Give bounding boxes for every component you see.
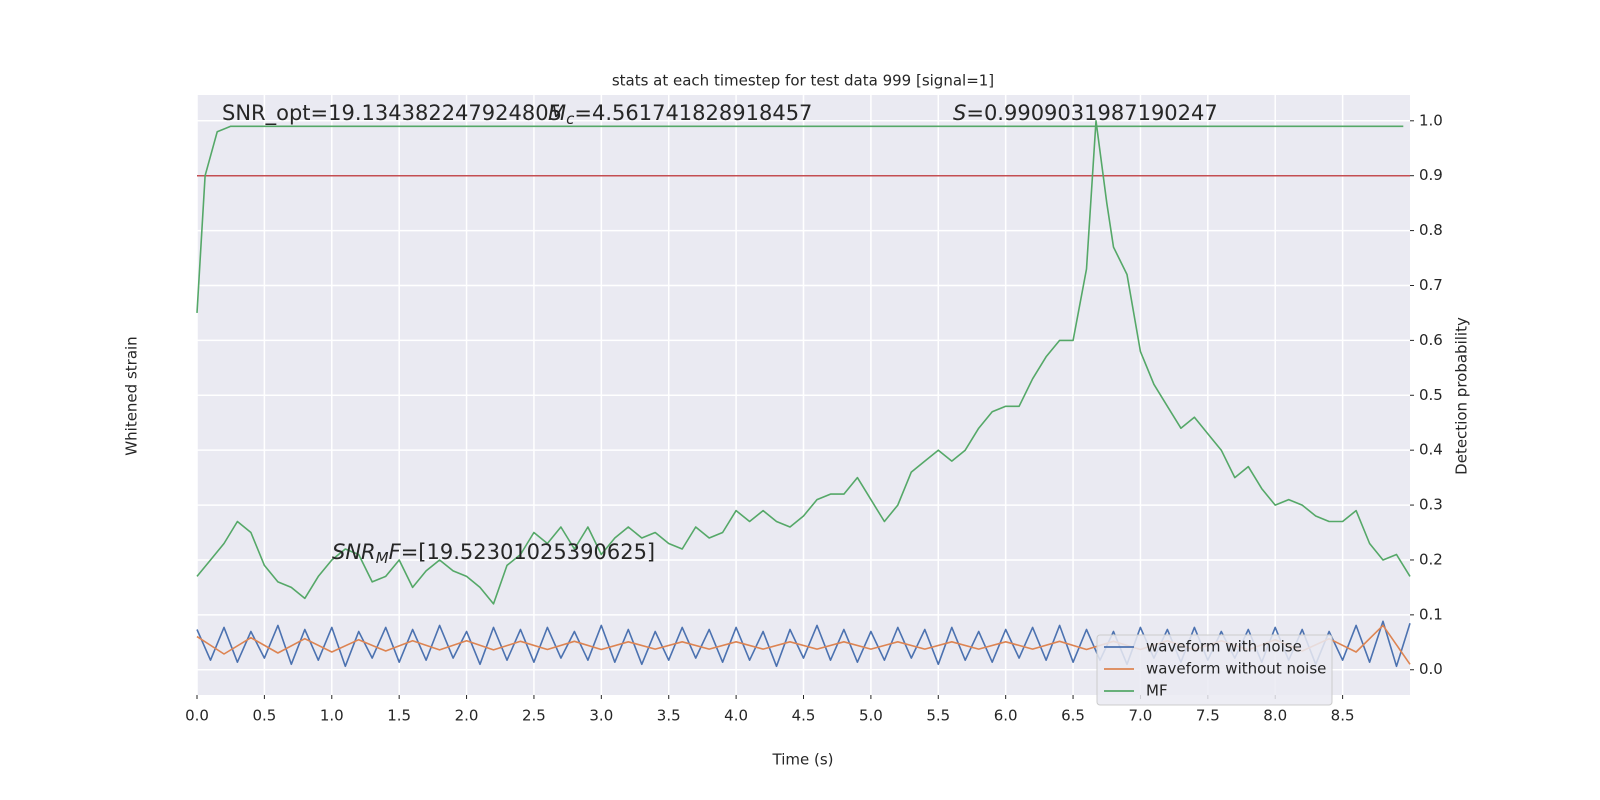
legend-box — [1096, 634, 1333, 706]
x-tick-label: 0.5 — [252, 707, 276, 725]
x-tick-label: 5.0 — [859, 707, 883, 725]
y2-tick-label: 0.9 — [1419, 166, 1443, 184]
x-tick-label: 2.0 — [455, 707, 479, 725]
annotation: S=0.9909031987190247 — [953, 101, 1218, 125]
x-tick-label: 3.5 — [657, 707, 681, 725]
annotation: SNR_opt=19.134382247924805 — [222, 101, 562, 126]
y2-tick-label: 0.4 — [1419, 441, 1443, 459]
annotation-text: =4.561741828918457 — [574, 101, 812, 125]
x-tick-label: 4.0 — [724, 707, 748, 725]
annotation-sub: M — [376, 549, 389, 567]
y2-tick-label: 0.7 — [1419, 276, 1443, 294]
series-line — [196, 125, 1404, 313]
x-tick-label: 0.0 — [185, 707, 209, 725]
annotation-text: =[19.52301025390625] — [401, 540, 655, 564]
series-line — [196, 120, 1411, 605]
y2-tick-label: 0.8 — [1419, 221, 1443, 239]
y2-tick-label: 0.2 — [1419, 550, 1443, 568]
y2-tick-label: 0.5 — [1419, 386, 1443, 404]
x-tick-label: 4.5 — [792, 707, 816, 725]
x-tick-label: 1.5 — [387, 707, 411, 725]
x-tick-label: 1.0 — [320, 707, 344, 725]
y2-tick-label: 0.0 — [1419, 660, 1443, 678]
legend-label: waveform without noise — [1146, 660, 1326, 678]
annotation-text: SNR_opt=19.134382247924805 — [222, 101, 562, 126]
y-axis-label: Whitened strain — [123, 336, 141, 455]
annotation: Mc=4.561741828918457 — [548, 101, 812, 128]
annotation-symbol: M — [548, 101, 566, 125]
x-axis-label: Time (s) — [772, 751, 834, 769]
y2-tick-label: 1.0 — [1419, 111, 1443, 129]
x-tick-label: 7.5 — [1196, 707, 1220, 725]
y2-tick-label: 0.6 — [1419, 331, 1443, 349]
annotation: SNRMF=[19.52301025390625] — [332, 540, 655, 567]
x-tick-label: 6.5 — [1061, 707, 1085, 725]
x-tick-label: 8.0 — [1263, 707, 1287, 725]
x-tick-label: 3.0 — [589, 707, 613, 725]
y2-tick-label: 0.3 — [1419, 496, 1443, 514]
y2-tick-label: 0.1 — [1419, 605, 1443, 623]
annotation-rest: F — [389, 540, 402, 564]
y2-axis-label: Detection probability — [1453, 317, 1471, 475]
x-tick-label: 2.5 — [522, 707, 546, 725]
x-tick-label: 5.5 — [926, 707, 950, 725]
legend-label: MF — [1146, 682, 1168, 700]
legend-label: waveform with noise — [1146, 638, 1302, 656]
annotation-sub: c — [566, 110, 575, 128]
chart-title: stats at each timestep for test data 999… — [612, 72, 994, 90]
x-tick-label: 7.0 — [1129, 707, 1153, 725]
annotation-symbol: SNR — [332, 540, 376, 564]
x-tick-label: 6.0 — [994, 707, 1018, 725]
annotation-symbol: S — [953, 101, 966, 125]
x-tick-label: 8.5 — [1331, 707, 1355, 725]
annotation-text: =0.9909031987190247 — [966, 101, 1217, 125]
